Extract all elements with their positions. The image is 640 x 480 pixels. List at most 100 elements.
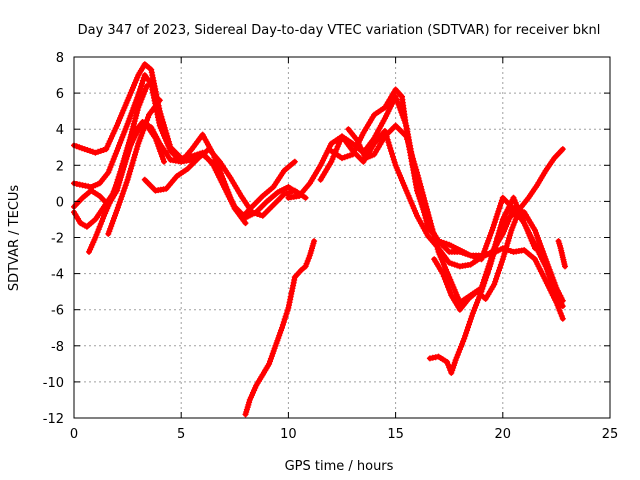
data-point-marker (110, 156, 117, 162)
data-point-marker (544, 268, 551, 275)
x-tick-label: 25 (602, 427, 619, 442)
data-point-marker (406, 144, 413, 151)
data-point-marker (445, 284, 452, 291)
y-tick-label: 6 (56, 87, 64, 102)
data-point-marker (414, 190, 421, 197)
data-point-marker (417, 180, 424, 187)
data-point-marker (214, 162, 221, 169)
data-point-marker (480, 283, 487, 289)
data-point-marker (108, 161, 115, 168)
data-point-marker (254, 211, 261, 217)
data-point-marker (467, 252, 474, 259)
data-point-marker (432, 237, 439, 244)
data-point-marker (130, 123, 137, 130)
data-point-marker (279, 321, 286, 328)
data-point-marker (131, 154, 138, 161)
x-tick-label: 5 (177, 427, 185, 442)
data-point-marker (507, 248, 514, 254)
data-point-marker (210, 151, 217, 158)
data-point-marker (142, 85, 149, 92)
y-tick-label: -8 (51, 340, 64, 355)
grid (74, 57, 610, 418)
data-point-marker (96, 223, 103, 230)
data-point-marker (446, 286, 453, 293)
data-point-marker (407, 147, 414, 154)
data-point-marker (559, 303, 566, 310)
data-point-marker (446, 259, 453, 266)
data-point-marker (302, 263, 309, 270)
y-tick-label: 2 (56, 159, 64, 174)
data-point-marker (491, 281, 498, 288)
data-point-marker (304, 258, 311, 264)
data-point-marker (464, 327, 471, 334)
data-point-marker (118, 137, 125, 143)
data-point-marker (559, 146, 566, 153)
data-point-marker (339, 155, 345, 162)
data-point-marker (218, 173, 225, 180)
data-point-marker (311, 238, 318, 245)
data-point-marker (492, 278, 499, 285)
data-point-marker (105, 169, 112, 176)
data-point-marker (127, 165, 134, 172)
data-point-marker (411, 161, 418, 168)
data-point-marker (422, 200, 429, 207)
axis-ticks (73, 56, 611, 419)
data-point-marker (109, 158, 116, 165)
data-point-marker (132, 115, 139, 122)
data-point-marker (490, 221, 497, 228)
data-point-marker (133, 97, 140, 104)
data-point-marker (509, 224, 516, 231)
data-point-marker (120, 166, 127, 173)
data-point-marker (393, 96, 400, 103)
data-point-marker (452, 357, 459, 364)
data-point-marker (388, 148, 395, 154)
data-point-marker (456, 346, 463, 353)
data-point-marker (257, 211, 263, 218)
data-point-marker (126, 171, 133, 178)
data-point-marker (228, 197, 235, 204)
data-point-marker (284, 307, 291, 314)
data-point-marker (121, 128, 128, 135)
y-tick-label: -2 (51, 232, 64, 247)
data-point-marker (111, 153, 118, 160)
data-point-marker (506, 235, 512, 242)
data-point-marker (441, 276, 448, 282)
x-axis-title: GPS time / hours (285, 459, 394, 474)
data-point-marker (466, 321, 472, 328)
data-point-marker (133, 110, 140, 116)
data-point-marker (482, 245, 489, 252)
data-point-marker (415, 193, 422, 199)
data-point-marker (138, 96, 145, 103)
data-point-marker (84, 147, 91, 153)
data-point-marker (428, 223, 435, 230)
data-point-marker (429, 226, 436, 233)
data-point-marker (486, 266, 492, 273)
data-point-marker (216, 167, 223, 174)
series-track-13 (426, 209, 528, 376)
data-point-marker (510, 221, 517, 228)
data-point-marker (444, 359, 451, 365)
chart-title: Day 347 of 2023, Sidereal Day-to-day VTE… (78, 23, 601, 38)
y-tick-label: 4 (56, 123, 64, 138)
data-point-marker (341, 154, 348, 161)
data-point-marker (430, 229, 437, 236)
data-point-marker (95, 226, 102, 233)
data-point-marker (127, 168, 134, 175)
data-point-marker (126, 145, 133, 152)
data-point-marker (470, 307, 477, 314)
data-point-marker (129, 107, 136, 114)
data-point-marker (281, 316, 288, 323)
y-tick-label: -10 (43, 376, 64, 391)
data-point-marker (439, 270, 446, 277)
data-point-marker (226, 192, 233, 199)
data-point-marker (473, 254, 479, 261)
data-point-marker (555, 304, 562, 311)
data-point-marker (251, 210, 258, 217)
data-point-marker (476, 294, 483, 301)
data-point-marker (135, 91, 142, 98)
data-point-marker (556, 307, 563, 314)
data-point-marker (498, 259, 505, 265)
data-point-marker (421, 197, 428, 204)
data-point-marker (495, 208, 502, 215)
data-point-marker (119, 190, 126, 197)
